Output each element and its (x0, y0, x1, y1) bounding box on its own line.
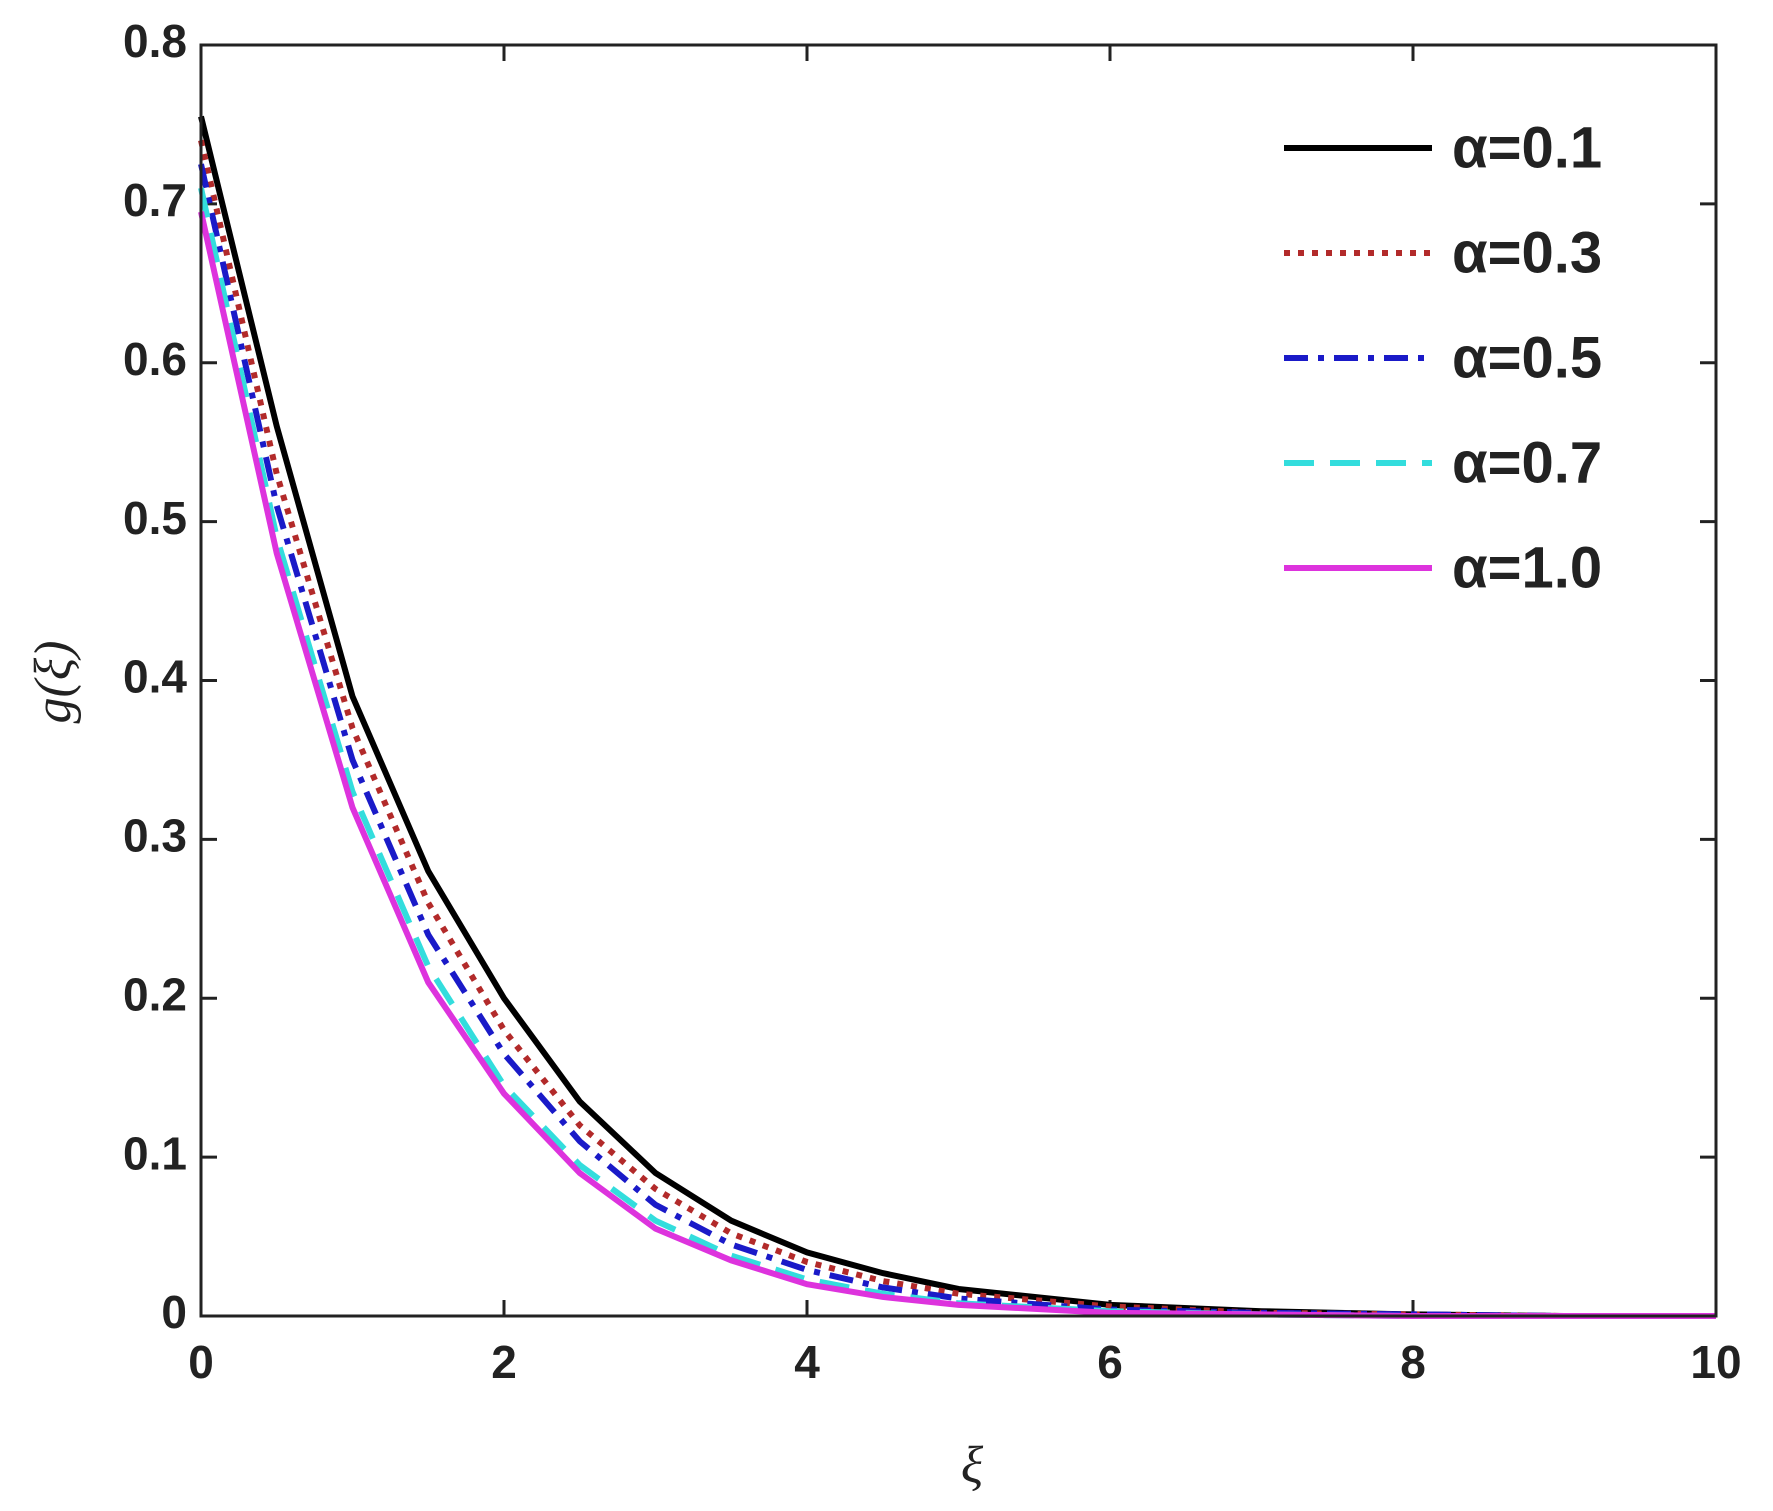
series-line (198, 115, 1716, 1319)
x-tick-label: 8 (1400, 1336, 1426, 1388)
y-tick-label: 0.4 (123, 651, 187, 703)
y-tick-label: 0.8 (123, 15, 187, 67)
y-tick-label: 0.2 (123, 968, 187, 1020)
legend-label: α=0.1 (1452, 115, 1602, 180)
legend-label: α=1.0 (1452, 535, 1602, 600)
y-tick-label: 0.7 (123, 174, 187, 226)
legend-label: α=0.5 (1452, 325, 1602, 390)
legend-label: α=0.7 (1452, 430, 1602, 495)
plot-frame (199, 43, 1718, 1318)
x-tick-label: 2 (491, 1336, 517, 1388)
x-tick-label: 0 (188, 1336, 214, 1388)
x-tick-label: 10 (1690, 1336, 1741, 1388)
series-line (198, 139, 1716, 1319)
x-tick-label: 4 (794, 1336, 820, 1388)
y-tick-label: 0.6 (123, 333, 187, 385)
y-tick-label: 0.3 (123, 810, 187, 862)
legend-label: α=0.3 (1452, 220, 1602, 285)
y-axis-label: g(ξ) (25, 641, 82, 724)
y-tick-label: 0.1 (123, 1127, 187, 1179)
x-axis-label: ξ (961, 1437, 984, 1494)
y-tick-label: 0 (161, 1286, 187, 1338)
x-tick-label: 6 (1097, 1336, 1123, 1388)
y-tick-label: 0.5 (123, 492, 187, 544)
